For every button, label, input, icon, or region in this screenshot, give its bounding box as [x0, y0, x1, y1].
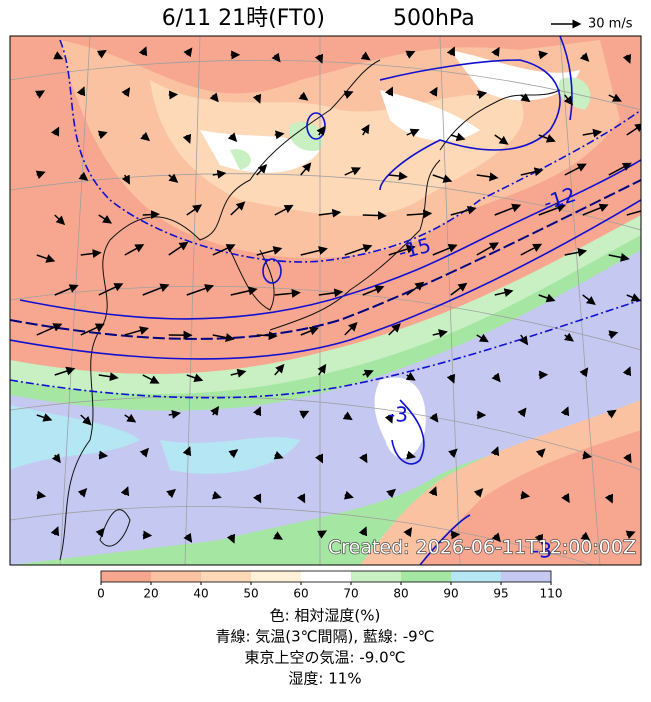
- title: 6/11 21時(FT0): [162, 6, 325, 31]
- colorbar: 0 20 40 50 60 70 80 90 95 110: [97, 571, 562, 601]
- colorbar-tick-label: 95: [493, 587, 508, 601]
- wind-arrow: [363, 215, 386, 216]
- colorbar-segment: [201, 571, 251, 582]
- wind-arrow: [451, 534, 459, 535]
- colorbar-segment: [351, 571, 401, 582]
- wind-arrow: [143, 214, 159, 215]
- created-stamp: Created: 2026-06-11T12:00:00Z: [328, 537, 636, 559]
- map: [10, 36, 651, 580]
- colorbar-segment: [101, 571, 151, 582]
- colorbar-tick-label: 40: [193, 587, 208, 601]
- colorbar-tick-label: 0: [97, 587, 105, 601]
- wind-scale: 30 m/s: [588, 17, 633, 32]
- colorbar-segment: [151, 571, 201, 582]
- level: 500hPa: [393, 6, 475, 31]
- wind-arrow: [99, 455, 107, 456]
- colorbar-tick-label: 90: [443, 587, 458, 601]
- colorbar-tick-label: 110: [540, 587, 563, 601]
- wind-arrow: [257, 335, 277, 336]
- caption-line: 色: 相対湿度(%): [270, 607, 381, 625]
- wind-arrow: [143, 535, 151, 536]
- wind-arrow: [169, 94, 177, 95]
- colorbar-segment: [451, 571, 501, 582]
- contour-label: -3: [388, 403, 408, 427]
- colorbar-segment: [301, 571, 351, 582]
- colorbar-segment: [251, 571, 301, 582]
- colorbar-tick-label: 50: [243, 587, 258, 601]
- caption-line: 湿度: 11%: [288, 670, 361, 688]
- colorbar-tick-label: 80: [393, 587, 408, 601]
- colorbar-tick-label: 70: [343, 587, 358, 601]
- caption-line: 青線: 気温(3℃間隔), 藍線: -9℃: [215, 628, 434, 646]
- caption-line: 東京上空の気温: -9.0℃: [245, 649, 406, 667]
- colorbar-segment: [401, 571, 451, 582]
- caption: 色: 相対湿度(%) 青線: 気温(3℃間隔), 藍線: -9℃ 東京上空の気温: …: [215, 607, 434, 688]
- colorbar-tick-label: 20: [143, 587, 158, 601]
- colorbar-tick-label: 60: [293, 587, 308, 601]
- colorbar-segment: [501, 571, 551, 582]
